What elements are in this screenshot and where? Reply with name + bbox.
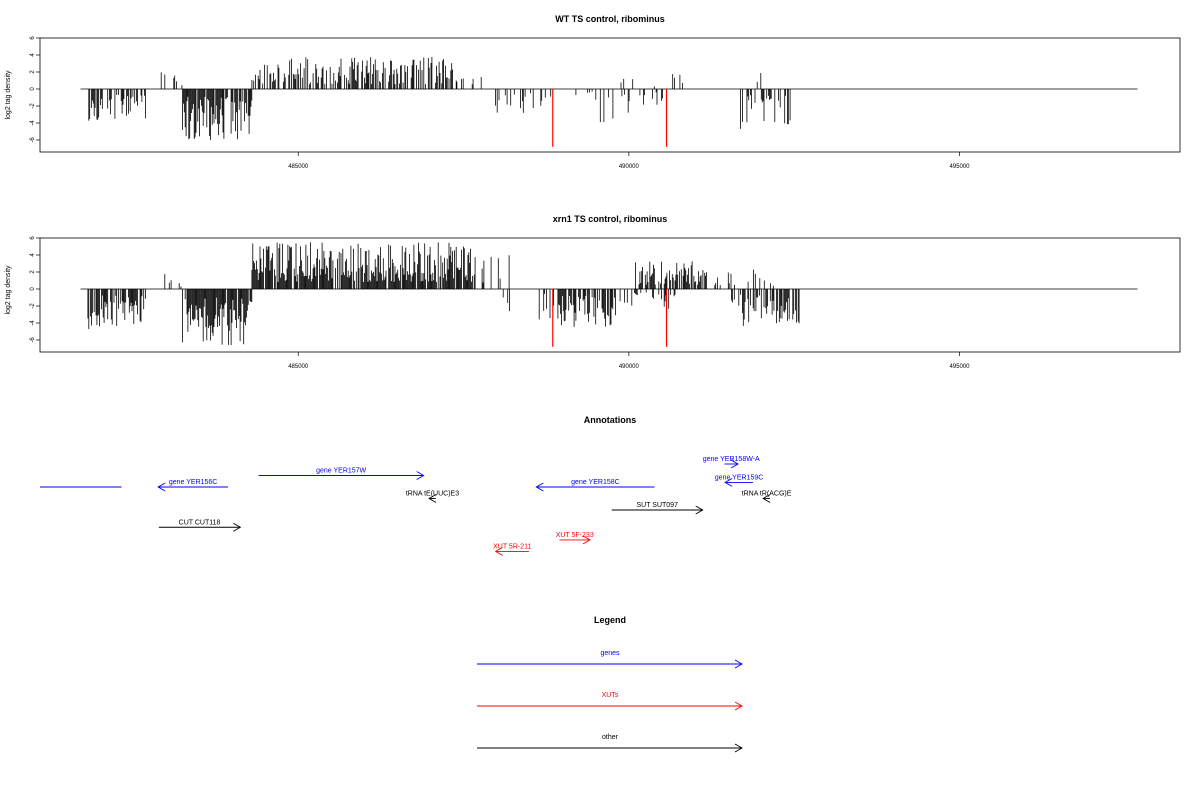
y-tick-label: 6 xyxy=(30,36,36,40)
annotation-label: gene YER156C xyxy=(169,479,218,486)
y-tick-label: 2 xyxy=(30,70,36,74)
legend-label: other xyxy=(602,734,619,741)
annotation-label: SUT SUT097 xyxy=(636,502,678,509)
plot-frame xyxy=(39,237,1181,353)
xrn1-panel: xrn1 TS control, ribominus log2 tag dens… xyxy=(5,214,1181,370)
arrow-head xyxy=(494,547,503,556)
annotations-title: Annotations xyxy=(584,415,637,425)
panel-title: WT TS control, ribominus xyxy=(555,14,665,24)
y-tick-label: 2 xyxy=(30,270,36,274)
annotation-label: tRNA tR(ACG)E xyxy=(742,491,792,498)
legend-label: XUTs xyxy=(602,692,619,699)
bars-group: -6 -4 -2 0 2 4 6 485000 490000 495000 xyxy=(30,236,1138,370)
arrow-head xyxy=(734,743,743,753)
y-tick-label: 4 xyxy=(30,253,36,257)
annotation-label: tRNA tE(UUC)E3 xyxy=(406,491,459,498)
y-tick-label: -2 xyxy=(30,103,36,109)
annotation-label: gene YER157W xyxy=(316,468,366,475)
y-axis-label: log2 tag density xyxy=(5,265,12,315)
annotation-features: gene YER156C gene YER157W tRNA tE(UUC)E3 ge… xyxy=(40,456,792,556)
annotations-panel: Annotations gene YER156C gene YER157W tRNA… xyxy=(40,415,792,556)
legend-label: genes xyxy=(600,650,620,657)
arrow-head xyxy=(734,659,743,669)
arrow-head xyxy=(157,482,166,492)
annotation-label: XUT 5F-233 xyxy=(556,532,594,539)
y-tick-label: 0 xyxy=(30,287,36,291)
y-tick-label: -6 xyxy=(30,137,36,143)
y-tick-label: -2 xyxy=(30,303,36,309)
arrow-head xyxy=(582,535,591,545)
wt-panel: WT TS control, ribominus log2 tag densit… xyxy=(5,14,1181,170)
x-tick-label: 495000 xyxy=(949,364,970,370)
annotation-label: XUT 5R-211 xyxy=(493,543,531,550)
arrow-head xyxy=(233,522,242,532)
legend-entries: genes XUTs other xyxy=(477,650,743,753)
x-tick-label: 490000 xyxy=(619,364,640,370)
annotation-label: gene YER159C xyxy=(715,474,764,481)
y-tick-label: -6 xyxy=(30,337,36,343)
y-tick-label: 4 xyxy=(30,53,36,57)
arrow-head xyxy=(428,494,437,503)
x-tick-label: 485000 xyxy=(288,164,309,170)
y-tick-label: -4 xyxy=(30,120,36,126)
arrow-head xyxy=(535,482,544,492)
bars-group: -6 -4 -2 0 2 4 6 485000 490000 495000 xyxy=(30,36,1138,170)
y-axis-label: log2 tag density xyxy=(5,70,12,120)
panel-title: xrn1 TS control, ribominus xyxy=(553,214,668,224)
x-tick-label: 495000 xyxy=(949,164,970,170)
arrow-head xyxy=(695,505,704,515)
annotation-label: CUT CUT118 xyxy=(179,519,221,526)
arrow-head xyxy=(724,478,733,487)
annotation-label: gene YER158W-A xyxy=(703,456,760,463)
arrow-head xyxy=(416,471,425,480)
arrow-head xyxy=(734,701,743,711)
legend-title: Legend xyxy=(594,615,626,625)
y-tick-label: 0 xyxy=(30,87,36,91)
y-tick-label: 6 xyxy=(30,236,36,240)
arrow-head xyxy=(762,494,771,503)
arrow-head xyxy=(730,459,739,469)
legend-panel: Legend genes XUTs other xyxy=(477,615,743,753)
x-tick-label: 485000 xyxy=(288,364,309,370)
plot-frame xyxy=(39,37,1181,153)
annotation-label: gene YER158C xyxy=(571,479,620,486)
x-tick-label: 490000 xyxy=(619,164,640,170)
y-tick-label: -4 xyxy=(30,320,36,326)
